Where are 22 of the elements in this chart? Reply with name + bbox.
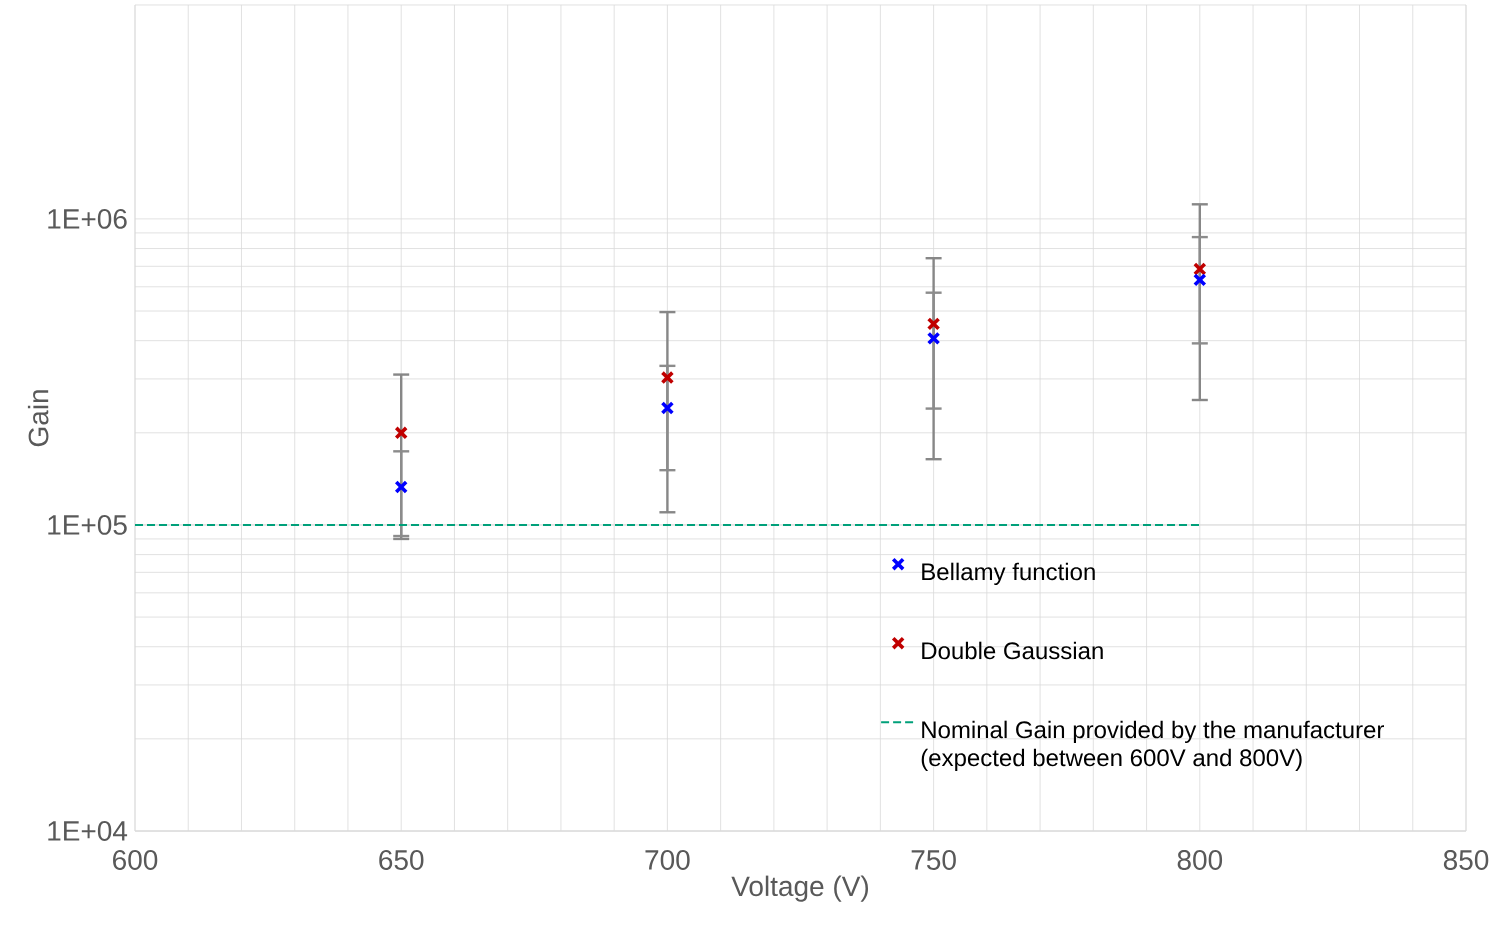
x-tick-label: 750 [911,850,956,870]
point [394,426,408,440]
x-axis-title: Voltage (V) [731,875,868,902]
point [660,401,675,415]
point [394,480,408,494]
point [660,370,675,385]
point [1193,273,1207,287]
x-tick-label: 800 [1177,850,1223,870]
legend-label: Double Gaussian [922,641,1103,660]
y-axis-title: Gain [27,390,49,447]
legend-label: Nominal Gain provided by the manufacturer (expected between 600V and 800V) [921,720,1385,772]
x-tick-label: 700 [645,850,690,870]
legend-label: Bellamy function [922,562,1095,586]
point [1193,262,1207,276]
y-tick-label: 1E+05 [48,515,127,535]
x-tick-label: 650 [379,850,424,870]
x-tick-label: 600 [113,850,158,870]
y-tick-label: 1E+04 [48,821,128,841]
x-tick-label: 850 [1443,850,1489,870]
y-tick-label: 1E+06 [48,208,127,229]
point [926,317,941,331]
point [926,331,941,346]
